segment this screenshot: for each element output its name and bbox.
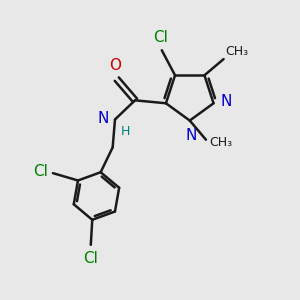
Text: N: N [97, 111, 109, 126]
Text: CH₃: CH₃ [209, 136, 232, 148]
Text: CH₃: CH₃ [225, 45, 248, 58]
Text: Cl: Cl [153, 30, 168, 45]
Text: H: H [120, 125, 130, 138]
Text: Cl: Cl [83, 251, 98, 266]
Text: O: O [109, 58, 121, 73]
Text: Cl: Cl [33, 164, 48, 179]
Text: N: N [221, 94, 232, 109]
Text: N: N [185, 128, 197, 143]
